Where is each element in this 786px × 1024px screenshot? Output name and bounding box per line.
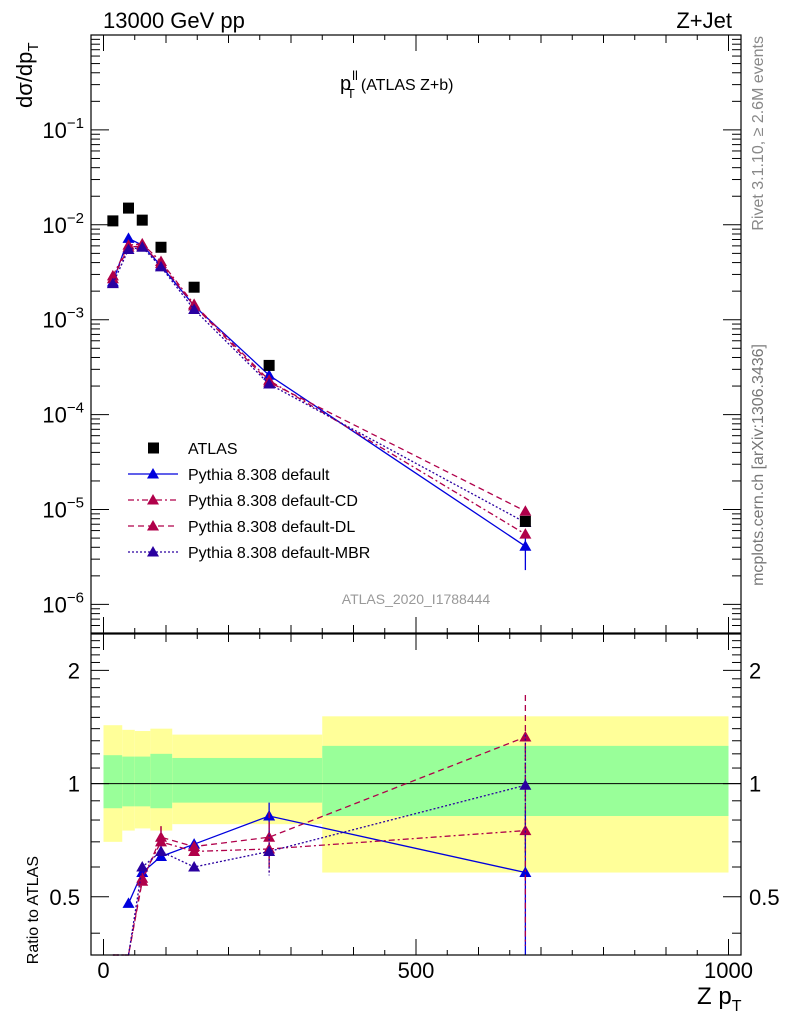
top-y-tick-label: 10−1 [42, 115, 84, 143]
legend-marker-4 [147, 546, 159, 557]
atlas-data-point [519, 515, 531, 527]
rivet-label: Rivet 3.1.10, ≥ 2.6M events [750, 36, 767, 231]
atlas-data-point [188, 281, 200, 293]
ratio-series-point-0 [122, 897, 135, 908]
axes [90, 34, 742, 956]
bottom-y-tick-label-left: 0.5 [49, 885, 80, 910]
bottom-y-tick-label-left: 2 [68, 658, 80, 683]
bottom-ylabel: Ratio to ATLAS [25, 856, 42, 964]
svg-text:dσ/dpT: dσ/dpT [12, 42, 42, 108]
top-series-point-3 [263, 378, 276, 389]
x-tick-label: 1000 [704, 958, 753, 983]
atlas-data-point [123, 202, 134, 214]
tick-labels: 10−6 10−5 10−4 10−3 10−2 10−1 0.5 0.5 1 1 2 2 0 500 10… [42, 115, 779, 983]
top-series-point-3 [188, 303, 201, 315]
band-inner-0 [103, 755, 123, 809]
band-inner-2 [134, 756, 151, 807]
header-right-title: Z+Jet [676, 8, 732, 33]
legend-label-1: Pythia 8.308 default [188, 467, 330, 484]
legend-marker-0 [148, 442, 159, 454]
legend-label-0: ATLAS [188, 441, 238, 458]
bottom-y-tick-label-right: 1 [749, 772, 761, 797]
ratio-series-point-3 [519, 779, 532, 790]
legend: ATLAS Pythia 8.308 default Pythia 8.308 de… [128, 441, 370, 562]
ratio-series-point-2 [188, 840, 201, 852]
legend-marker-2 [147, 494, 159, 505]
ratio-series-point-3 [263, 845, 276, 856]
ratio-series-point-0 [519, 866, 532, 878]
plot-title-sup: ll [352, 68, 358, 83]
ratio-series-point-1 [519, 824, 532, 836]
bottom-y-tick-label-right: 2 [749, 658, 761, 683]
legend-label-2: Pythia 8.308 default-CD [188, 493, 358, 510]
top-ylabel-main: dσ/dp [12, 52, 37, 108]
top-y-tick-label: 10−5 [42, 495, 84, 523]
atlas-data-point [107, 215, 119, 227]
x-tick-label: 0 [97, 958, 109, 983]
top-series-line-1 [112, 243, 526, 535]
legend-marker-1 [147, 468, 159, 479]
legend-label-3: Pythia 8.308 default-DL [188, 519, 355, 536]
bottom-y-tick-label-left: 1 [68, 772, 80, 797]
band-inner-1 [122, 756, 135, 807]
top-series-point-3 [122, 243, 135, 254]
mcplots-label: mcplots.cern.ch [arXiv:1306.3436] [750, 344, 767, 586]
atlas-data-point [155, 241, 167, 253]
atlas-data-point [136, 214, 148, 226]
x-tick-label: 500 [398, 958, 435, 983]
top-series-point-0 [519, 540, 532, 551]
top-y-tick-label: 10−6 [42, 589, 84, 617]
plot-title: pll T (ATLAS Z+b) [340, 68, 453, 101]
top-series-point-2 [519, 505, 532, 516]
svg-text:Z pT: Z pT [697, 983, 742, 1015]
top-series-point-1 [519, 528, 532, 539]
ratio-series-point-2 [155, 831, 167, 842]
plot-title-rest: (ATLAS Z+b) [361, 77, 454, 94]
legend-marker-3 [147, 520, 159, 531]
ratio-uncertainty-bands [91, 716, 741, 873]
top-series-point-3 [136, 241, 149, 252]
top-panel-series [106, 202, 532, 571]
top-ylabel-sub: T [25, 42, 42, 51]
ratio-series-point-3 [136, 861, 149, 872]
band-inner-3 [150, 753, 173, 809]
legend-label-4: Pythia 8.308 default-MBR [188, 545, 370, 562]
top-series-point-3 [106, 277, 119, 289]
x-axis-label: Z pT [697, 983, 742, 1015]
ratio-series-point-0 [136, 866, 149, 878]
x-axis-label-main: Z p [697, 983, 732, 1010]
bottom-y-tick-label-right: 0.5 [749, 885, 780, 910]
top-y-tick-label: 10−4 [42, 400, 84, 428]
top-series-point-0 [122, 232, 135, 243]
ratio-series-point-3 [188, 861, 201, 872]
x-axis-label-sub: T [732, 998, 742, 1015]
analysis-id: ATLAS_2020_I1788444 [342, 591, 491, 607]
top-y-tick-label: 10−2 [42, 210, 84, 238]
top-ylabel: dσ/dpT [12, 42, 42, 108]
plot-title-main: p [340, 73, 351, 95]
ratio-series-point-3 [155, 845, 167, 856]
header-left-title: 13000 GeV pp [103, 8, 245, 33]
plot-title-sub: T [347, 86, 355, 101]
atlas-data-point [263, 359, 275, 371]
top-panel-frame [90, 34, 742, 634]
top-series-point-3 [155, 260, 167, 272]
top-y-tick-label: 10−3 [42, 305, 84, 333]
band-inner-4 [172, 757, 323, 803]
